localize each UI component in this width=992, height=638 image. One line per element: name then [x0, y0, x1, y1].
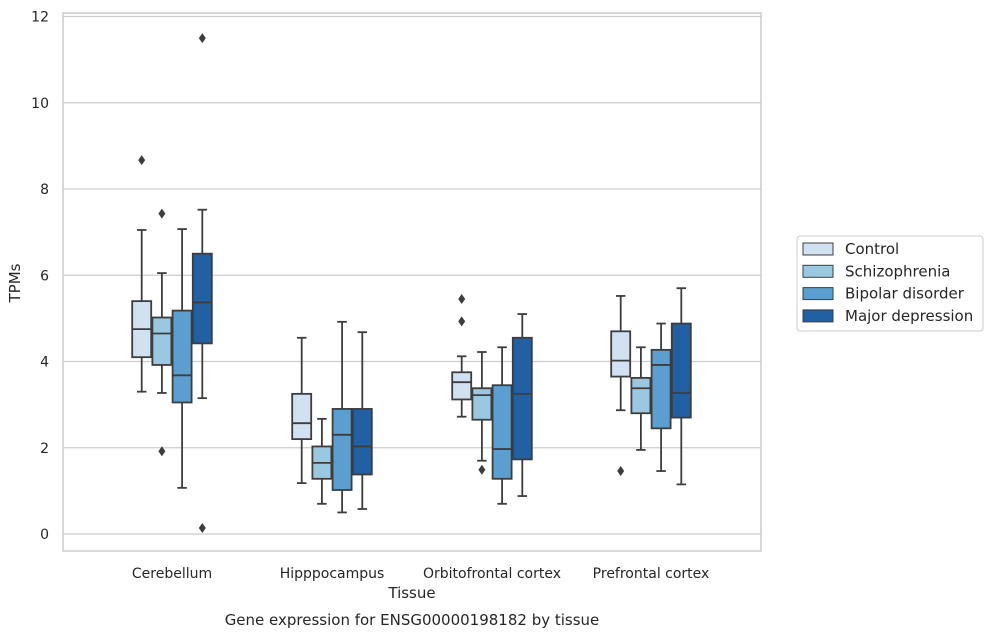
x-tick-label-cerebellum: Cerebellum — [132, 566, 212, 582]
y-tick-label-4: 4 — [40, 355, 49, 371]
y-axis-label: TPMs — [6, 263, 24, 303]
box-iqr — [491, 384, 513, 480]
box-iqr — [151, 316, 173, 366]
x-axis-label: Tissue — [387, 584, 435, 602]
box-iqr — [291, 392, 313, 441]
box-iqr — [191, 252, 213, 345]
box-iqr — [331, 408, 353, 491]
legend-swatch-control — [802, 242, 834, 256]
y-tick-label-0: 0 — [40, 527, 49, 543]
legend: Control Schizophrenia Bipolar disorder Majo… — [796, 235, 984, 332]
box-orbitofrontal-cortex-major-depression — [511, 313, 533, 497]
box-iqr — [171, 309, 193, 404]
box-orbitofrontal-cortex-schizophrenia — [471, 351, 493, 475]
box-cerebellum-major-depression — [191, 33, 213, 533]
outlier-point-0 — [617, 466, 625, 477]
box-prefrontal-cortex-control — [610, 295, 632, 477]
box-hipppocampus-schizophrenia — [311, 417, 333, 505]
box-orbitofrontal-cortex-control — [451, 293, 473, 418]
box-iqr — [471, 387, 493, 421]
y-tick-label-10: 10 — [31, 96, 49, 112]
legend-label-control: Control — [845, 240, 899, 258]
box-cerebellum-bipolar-disorder — [171, 228, 193, 489]
outlier-point-0 — [138, 155, 146, 166]
y-tick-label-8: 8 — [40, 182, 49, 198]
legend-swatch-bipolar-disorder — [802, 287, 834, 301]
box-prefrontal-cortex-schizophrenia — [630, 346, 652, 451]
outlier-point-1 — [198, 522, 206, 533]
box-cerebellum-schizophrenia — [151, 208, 173, 457]
legend-swatch-schizophrenia — [802, 264, 834, 278]
x-tick-label-hipppocampus: Hipppocampus — [280, 566, 385, 582]
box-orbitofrontal-cortex-bipolar-disorder — [491, 346, 513, 505]
box-prefrontal-cortex-bipolar-disorder — [650, 322, 672, 472]
legend-label-bipolar-disorder: Bipolar disorder — [845, 285, 965, 303]
box-iqr — [511, 336, 533, 461]
box-hipppocampus-bipolar-disorder — [331, 320, 353, 514]
box-hipppocampus-control — [291, 336, 313, 485]
y-tick-label-12: 12 — [31, 10, 49, 26]
legend-frame — [796, 235, 984, 332]
outlier-point-1 — [158, 446, 166, 457]
x-tick-labels: Cerebellum Hipppocampus Orbitofrontal cort… — [132, 566, 709, 582]
x-tick-label-orbitofrontal-cortex: Orbitofrontal cortex — [423, 566, 561, 582]
box-cerebellum-control — [131, 155, 153, 393]
y-tick-labels: 0 2 4 6 8 10 12 — [31, 10, 49, 544]
outlier-point-0 — [458, 293, 466, 304]
box-iqr — [650, 348, 672, 430]
box-iqr — [610, 330, 632, 378]
outlier-point-0 — [198, 33, 206, 44]
y-tick-label-2: 2 — [40, 441, 49, 457]
outlier-point-0 — [478, 464, 486, 475]
outlier-point-0 — [158, 208, 166, 219]
box-iqr — [630, 376, 652, 415]
plot-area-frame — [62, 12, 762, 552]
y-tick-label-6: 6 — [40, 268, 49, 284]
box-iqr — [351, 408, 373, 476]
box-prefrontal-cortex-major-depression — [670, 287, 692, 486]
box-iqr — [670, 322, 692, 419]
legend-label-schizophrenia: Schizophrenia — [845, 262, 950, 280]
box-hipppocampus-major-depression — [351, 331, 373, 510]
outlier-point-1 — [458, 316, 466, 327]
x-tick-label-prefrontal-cortex: Prefrontal cortex — [593, 566, 710, 582]
legend-label-major-depression: Major depression — [845, 307, 973, 325]
box-iqr — [451, 371, 473, 401]
legend-swatch-major-depression — [802, 309, 834, 323]
boxes — [131, 33, 692, 533]
chart-caption: Gene expression for ENSG00000198182 by t… — [225, 611, 600, 629]
